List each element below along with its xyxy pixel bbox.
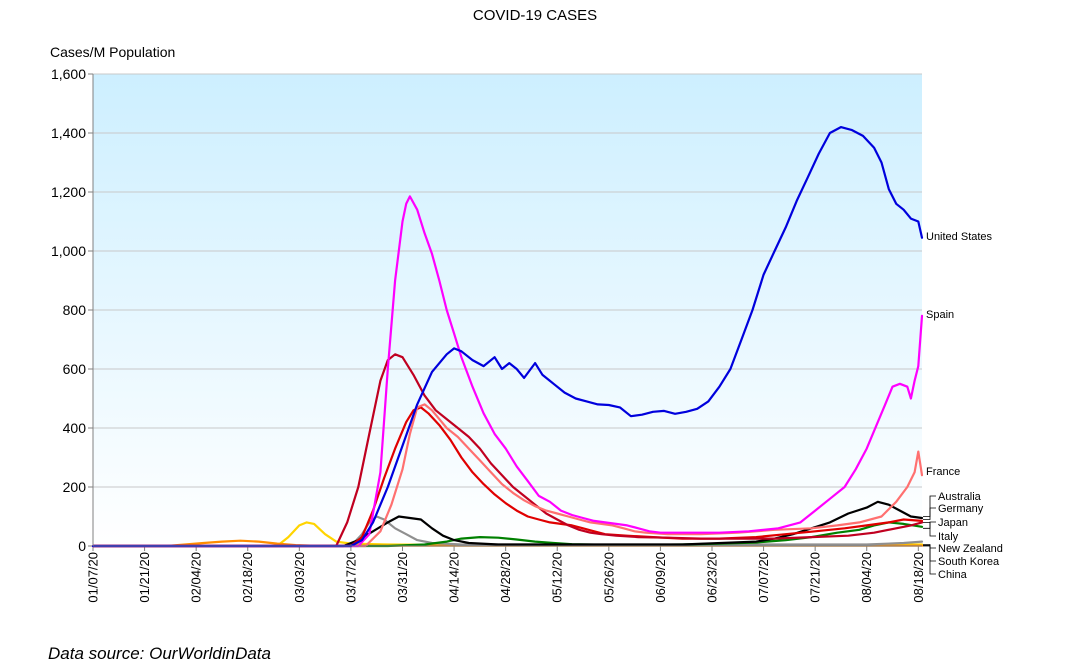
- y-tick-label: 800: [63, 302, 87, 318]
- y-tick-label: 200: [63, 479, 87, 495]
- x-tick-label: 04/14/20: [447, 552, 462, 603]
- x-tick-label: 08/18/20: [911, 552, 926, 603]
- x-tick-label: 05/26/20: [601, 552, 616, 603]
- series-line-italy: [91, 353, 924, 548]
- x-tick-label: 07/07/20: [756, 552, 771, 603]
- series-line-australia: [91, 500, 924, 548]
- legend-label-china: China: [938, 569, 968, 581]
- legend-leader-china: [923, 545, 936, 575]
- legend-label-new-zealand: New Zealand: [938, 543, 1003, 555]
- series-line-spain: [91, 195, 924, 548]
- series-line-france: [91, 403, 924, 548]
- legend-leader-japan: [923, 521, 936, 529]
- y-tick-label: 1,000: [51, 243, 86, 259]
- legend-leader-australia: [923, 495, 936, 517]
- chart-title: COVID-19 CASES: [472, 7, 598, 24]
- gridlines: [93, 73, 922, 488]
- x-tick-label: 06/23/20: [704, 552, 719, 603]
- y-tick-label: 1,200: [51, 184, 86, 200]
- series-line-germany: [91, 406, 924, 548]
- x-tick-label: 02/18/20: [240, 552, 255, 603]
- legend-label-south-korea: South Korea: [938, 556, 1000, 568]
- x-tick-label: 03/17/20: [343, 552, 358, 603]
- y-tick-label: 1,600: [51, 66, 86, 82]
- y-tick-label: 0: [78, 538, 86, 554]
- legend-label-france: France: [926, 466, 960, 478]
- x-tick-label: 05/12/20: [550, 552, 565, 603]
- x-tick-label: 03/03/20: [292, 552, 307, 603]
- legend: United States Spain France AustraliaGermany…: [923, 231, 1003, 581]
- legend-label-italy: Italy: [938, 531, 959, 543]
- x-tick-label: 01/07/20: [86, 552, 101, 603]
- data-source-note: Data source: OurWorldinData: [48, 644, 271, 663]
- x-tick-label: 07/21/20: [808, 552, 823, 603]
- legend-label-australia: Australia: [938, 491, 982, 503]
- x-tick-label: 06/09/20: [653, 552, 668, 603]
- x-tick-label: 02/04/20: [189, 552, 204, 603]
- x-tick-label: 04/28/20: [498, 552, 513, 603]
- legend-label-united-states: United States: [926, 231, 993, 243]
- legend-label-spain: Spain: [926, 309, 954, 321]
- x-tick-label: 01/21/20: [137, 552, 152, 603]
- y-tick-label: 400: [63, 420, 87, 436]
- series-line-united-states: [91, 125, 924, 548]
- y-axis-ticks: 0 200 400 600 800 1,000 1,200 1,400 1,600: [51, 66, 93, 554]
- legend-label-japan: Japan: [938, 517, 968, 529]
- legend-leader-italy: [923, 522, 936, 537]
- legend-label-germany: Germany: [938, 503, 984, 515]
- legend-leader-germany: [923, 507, 936, 520]
- x-axis-ticks: 01/07/20 01/21/20 02/04/20 02/18/20 03/03/20…: [86, 546, 926, 603]
- y-tick-label: 600: [63, 361, 87, 377]
- x-tick-label: 08/04/20: [859, 552, 874, 603]
- y-axis-label: Cases/M Population: [50, 44, 176, 60]
- y-tick-label: 1,400: [51, 125, 86, 141]
- series-lines: [91, 125, 924, 548]
- x-tick-label: 03/31/20: [395, 552, 410, 603]
